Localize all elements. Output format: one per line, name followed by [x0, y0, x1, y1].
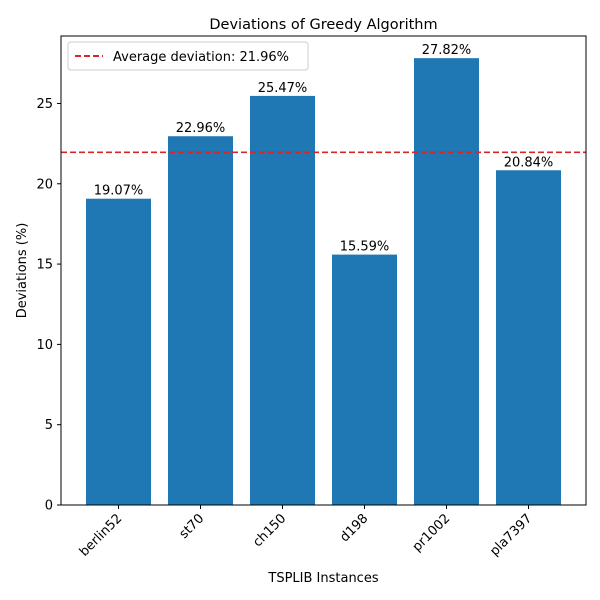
chart-title: Deviations of Greedy Algorithm [209, 17, 437, 33]
legend-box [67, 41, 309, 71]
bar-st70 [168, 136, 233, 505]
legend: Average deviation: 21.96% [67, 41, 309, 71]
bar-berlin52 [86, 198, 151, 505]
data-label-berlin52: 19.07% [94, 184, 144, 199]
y-tick-label: 5 [45, 418, 53, 433]
data-label-pr1002: 27.82% [422, 43, 472, 58]
y-tick-label: 15 [36, 258, 53, 273]
y-tick-label: 0 [45, 499, 53, 514]
bar-ch150 [250, 95, 315, 505]
data-label-pla7397: 20.84% [504, 155, 554, 170]
bar-pla7397 [496, 170, 561, 506]
data-label-st70: 22.96% [176, 121, 226, 136]
x-axis-label: TSPLIB Instances [267, 571, 378, 586]
bar-d198 [332, 254, 397, 505]
data-label-d198: 15.59% [340, 240, 390, 255]
data-label-ch150: 25.47% [258, 81, 308, 96]
y-tick-label: 20 [36, 177, 53, 192]
y-tick-label: 25 [36, 97, 53, 112]
legend-label: Average deviation: 21.96% [113, 50, 289, 65]
y-tick-label: 10 [36, 338, 53, 353]
y-axis-label: Deviations (%) [15, 223, 30, 319]
bar-pr1002 [414, 58, 479, 505]
plot-area-frame [60, 35, 587, 506]
